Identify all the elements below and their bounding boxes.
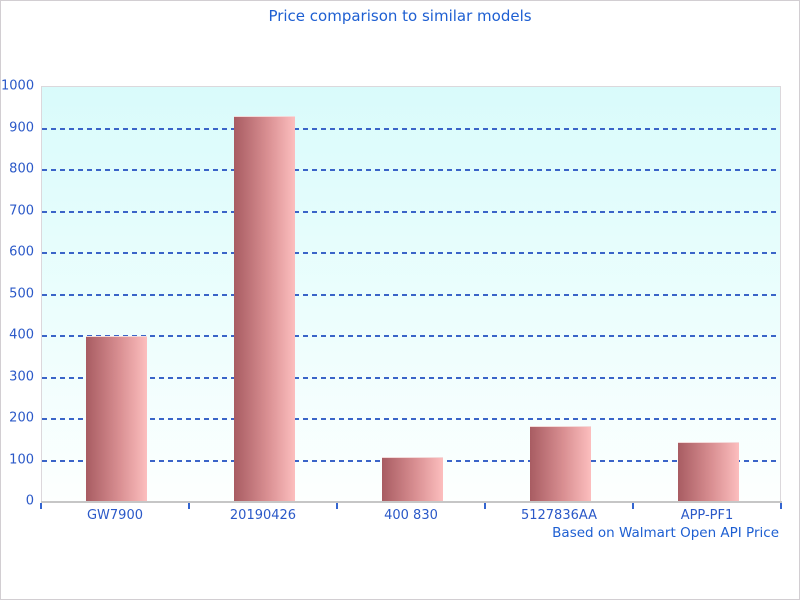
bar-400 830 [381, 456, 443, 501]
y-axis-label-300: 300 [9, 369, 34, 384]
gridline-700 [42, 210, 780, 213]
bar-20190426 [233, 116, 295, 501]
x-axis-tick [484, 503, 486, 509]
gridline-800 [42, 169, 780, 171]
x-axis-tick [188, 503, 190, 509]
y-axis-label-0: 0 [25, 493, 34, 509]
y-axis-label-900: 900 [9, 120, 34, 135]
y-axis-label-600: 600 [9, 244, 34, 260]
gridline-300 [42, 376, 780, 379]
bar-GW7900 [85, 336, 147, 501]
x-axis-tick [40, 503, 42, 509]
gridline-500 [42, 293, 780, 296]
x-axis-tick [632, 503, 634, 509]
y-axis-label-400: 400 [9, 327, 34, 343]
gridline-400 [42, 335, 780, 337]
y-axis-label-800: 800 [9, 161, 34, 177]
y-axis-label-100: 100 [9, 452, 34, 467]
bar-APP-PF1 [677, 441, 739, 501]
y-axis-label-200: 200 [9, 410, 34, 426]
bar-5127836AA [529, 426, 591, 501]
gridline-600 [42, 252, 780, 254]
x-axis-tick [336, 503, 338, 509]
x-axis-label-APP-PF1: APP-PF1 [680, 508, 734, 523]
x-axis-label-GW7900: GW7900 [86, 508, 143, 523]
plot-area [41, 86, 781, 501]
source-note: Based on Walmart Open API Price [552, 525, 779, 541]
x-axis-tick [780, 503, 782, 509]
gridline-200 [42, 418, 780, 420]
y-axis-label-500: 500 [9, 286, 34, 301]
x-axis-label-5127836AA: 5127836AA [520, 508, 598, 523]
x-axis-label-400 830: 400 830 [384, 508, 438, 523]
chart-title: Price comparison to similar models [268, 7, 532, 25]
y-axis-label-1000: 1000 [1, 78, 35, 94]
x-axis-label-20190426: 20190426 [229, 508, 297, 523]
y-axis-label-700: 700 [9, 203, 34, 218]
gridline-900 [42, 127, 780, 130]
x-axis-line [41, 501, 782, 503]
